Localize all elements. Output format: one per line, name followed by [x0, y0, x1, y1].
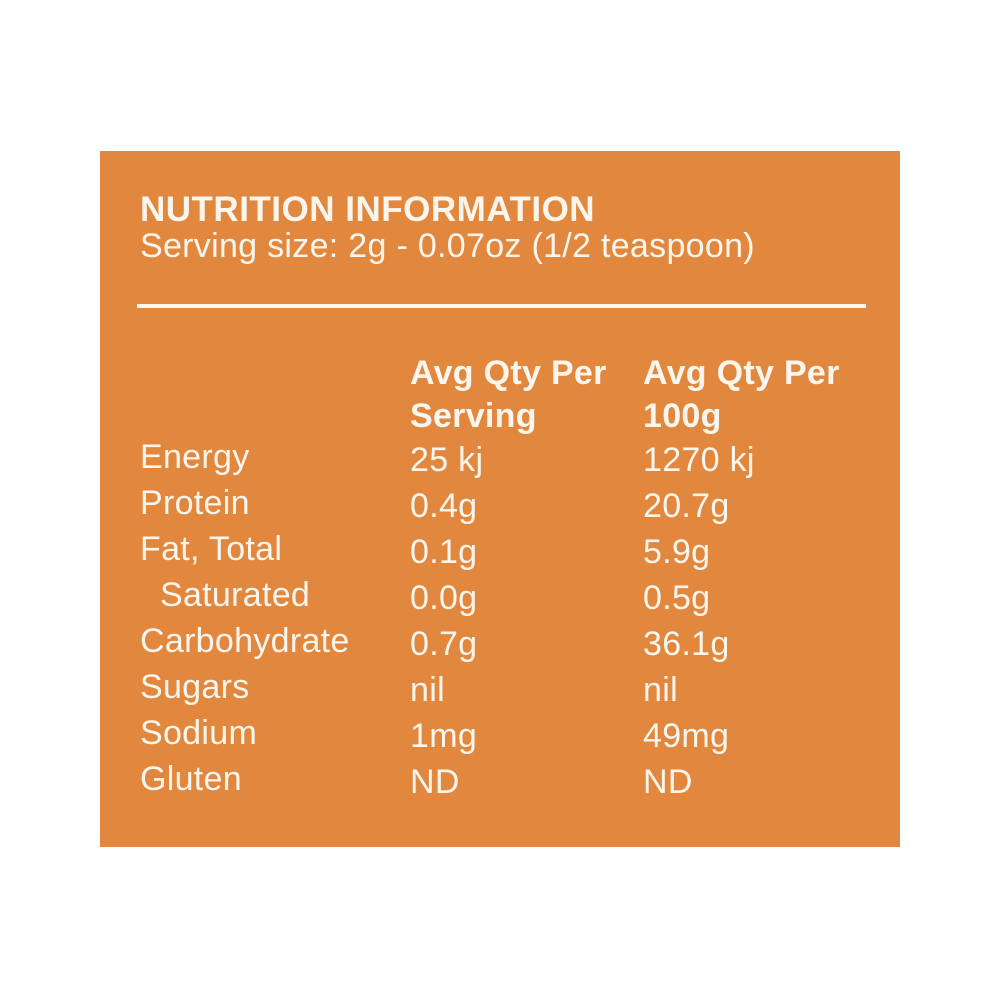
row-per-serving: nil [410, 671, 445, 709]
nutrition-table-header: Avg Qty Per Serving Avg Qty Per 100g [140, 352, 870, 438]
column-header-per-serving: Avg Qty Per Serving [410, 352, 643, 438]
row-per-serving: 0.0g [410, 579, 478, 617]
row-label: Gluten [140, 760, 242, 798]
column-header-per-serving-line1: Avg Qty Per [410, 354, 607, 392]
row-per-serving: 0.1g [410, 533, 478, 571]
column-header-per-100g: Avg Qty Per 100g [643, 352, 870, 438]
column-header-blank [140, 352, 410, 438]
row-per-100g: 20.7g [643, 487, 730, 525]
row-label: Saturated [160, 576, 311, 614]
row-per-100g: 5.9g [643, 533, 711, 571]
row-label: Protein [140, 484, 250, 522]
serving-size-line: Serving size: 2g - 0.07oz (1/2 teaspoon) [140, 227, 755, 265]
header-divider [137, 304, 866, 308]
nutrition-table-rows: Energy 25 kj 1270 kj Protein 0.4g 20.7g … [140, 434, 870, 802]
row-per-100g: 36.1g [643, 625, 730, 663]
row-per-serving: 1mg [410, 717, 478, 755]
row-per-100g: 1270 kj [643, 441, 755, 479]
row-label: Sugars [140, 668, 250, 706]
row-per-100g: nil [643, 671, 678, 709]
row-per-serving: 0.4g [410, 487, 478, 525]
nutrition-panel: NUTRITION INFORMATION Serving size: 2g -… [100, 151, 900, 847]
row-per-serving: 0.7g [410, 625, 478, 663]
row-label: Carbohydrate [140, 622, 350, 660]
column-header-per-serving-line2: Serving [410, 397, 537, 435]
row-label: Energy [140, 438, 250, 476]
row-per-serving: ND [410, 763, 460, 801]
row-per-100g: ND [643, 763, 693, 801]
column-header-per-100g-line1: Avg Qty Per [643, 354, 840, 392]
row-label: Sodium [140, 714, 258, 752]
row-per-100g: 49mg [643, 717, 730, 755]
column-header-per-100g-line2: 100g [643, 397, 722, 435]
row-per-serving: 25 kj [410, 441, 484, 479]
row-label: Fat, Total [140, 530, 283, 568]
nutrition-panel-title: NUTRITION INFORMATION [140, 190, 596, 229]
row-per-100g: 0.5g [643, 579, 711, 617]
